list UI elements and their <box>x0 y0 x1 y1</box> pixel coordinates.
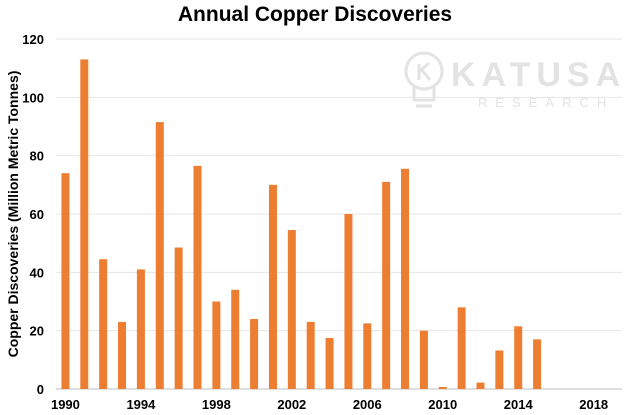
y-tick-label: 0 <box>37 382 44 397</box>
y-tick-label: 100 <box>22 90 44 105</box>
y-tick-label: 40 <box>30 265 44 280</box>
x-tick-label: 2010 <box>428 397 457 412</box>
bar-2002 <box>287 230 296 389</box>
bar-2015 <box>533 339 542 389</box>
y-tick-label: 120 <box>22 32 44 47</box>
bar-1995 <box>155 122 164 389</box>
bar-2008 <box>401 168 410 389</box>
x-tick-label: 2002 <box>277 397 306 412</box>
bar-2003 <box>306 321 315 389</box>
x-tick-label: 2014 <box>504 397 534 412</box>
bar-1994 <box>136 269 145 389</box>
bar-1999 <box>231 289 240 389</box>
bar-1992 <box>99 259 108 389</box>
x-tick-label: 1990 <box>51 397 80 412</box>
bar-1990 <box>61 173 70 389</box>
bar-2013 <box>495 350 504 389</box>
bar-2000 <box>250 319 259 389</box>
bar-1998 <box>212 301 221 389</box>
y-axis-label: Copper Discoveries (Million Metric Tonne… <box>5 71 21 358</box>
bar-1991 <box>80 59 89 390</box>
lightbulb-icon <box>404 51 444 108</box>
bar-1993 <box>118 321 127 389</box>
x-tick-label: 1994 <box>126 397 156 412</box>
y-tick-label: 20 <box>30 324 44 339</box>
x-tick-label: 2018 <box>579 397 608 412</box>
watermark: KATUSA RESEARCH <box>404 51 626 110</box>
watermark-name: KATUSA <box>451 56 626 94</box>
x-tick-label: 2006 <box>353 397 382 412</box>
bar-2011 <box>457 307 466 389</box>
bar-2004 <box>325 337 334 389</box>
watermark-subtitle: RESEARCH <box>478 95 614 110</box>
y-tick-label: 60 <box>30 207 44 222</box>
bar-1997 <box>193 165 202 389</box>
bar-2009 <box>419 330 428 389</box>
bar-2006 <box>363 323 372 389</box>
bar-2001 <box>268 184 277 389</box>
y-tick-label: 80 <box>30 149 44 164</box>
x-tick-label: 1998 <box>202 397 231 412</box>
bar-2010 <box>438 386 447 389</box>
bar-2014 <box>514 326 523 389</box>
bar-2012 <box>476 382 485 389</box>
bar-2005 <box>344 214 353 389</box>
bar-1996 <box>174 247 183 389</box>
chart-title: Annual Copper Discoveries <box>178 3 452 26</box>
bar-2007 <box>382 181 391 389</box>
